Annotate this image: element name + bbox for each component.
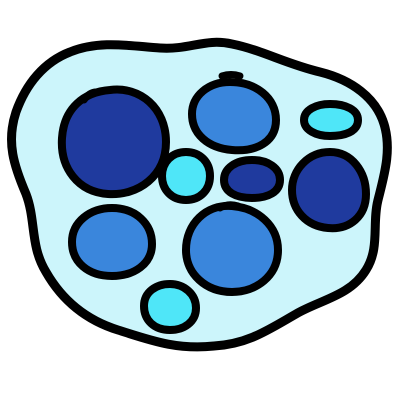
small-cyan-bottom-circle	[140, 280, 200, 334]
accent-stroke-left	[80, 88, 100, 104]
circles-group	[57, 78, 370, 334]
accent-stroke-bottom	[216, 201, 242, 212]
dark-right-circle	[288, 148, 370, 233]
small-cyan-center-circle	[158, 148, 214, 204]
medium-center-bottom-circle	[182, 201, 282, 296]
medium-top-center-circle	[188, 78, 280, 155]
medium-left-bottom-circle	[68, 204, 156, 280]
accent-stroke-top	[218, 71, 244, 80]
small-dark-oval-center-circle	[220, 156, 284, 202]
small-cyan-top-right-circle	[300, 100, 362, 140]
large-dark-left-circle	[57, 85, 170, 199]
